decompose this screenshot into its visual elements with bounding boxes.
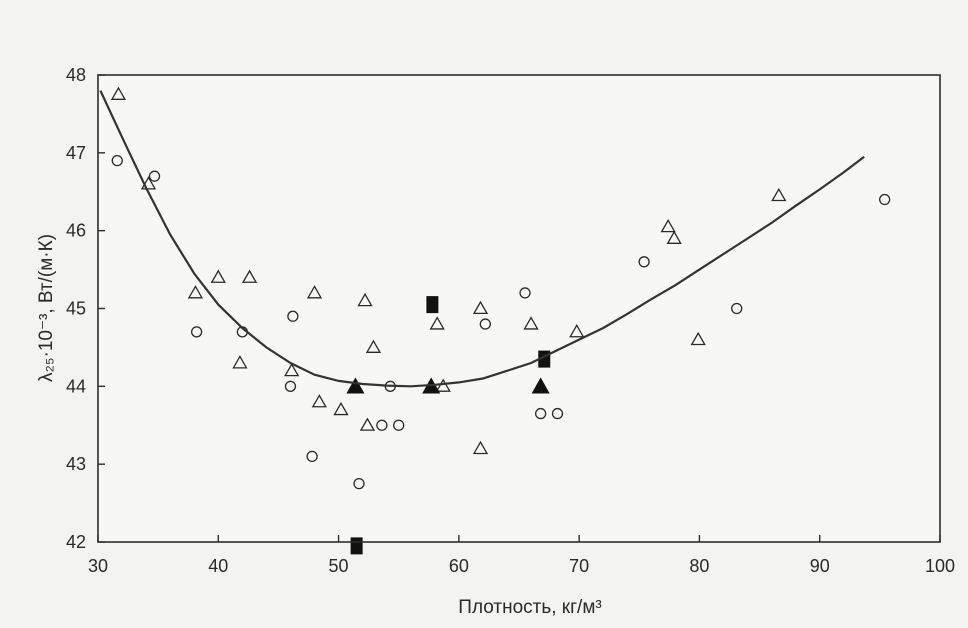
open-triangle-point — [690, 331, 706, 346]
y-tick-label: 43 — [66, 454, 86, 474]
open-triangle-point — [472, 300, 489, 315]
open-triangle-point — [523, 316, 539, 330]
x-tick-label: 80 — [689, 556, 709, 576]
open-circle-point — [148, 170, 161, 182]
open-triangle-point — [284, 362, 300, 377]
x-tick-label: 90 — [810, 556, 830, 576]
open-triangle-point — [187, 285, 204, 299]
open-triangle-point — [666, 230, 682, 244]
open-triangle-point — [306, 285, 323, 299]
x-tick-label: 40 — [208, 556, 228, 576]
open-triangle-point — [140, 176, 157, 190]
y-tick-label: 47 — [66, 143, 86, 163]
open-circle-point — [287, 310, 299, 322]
x-tick-label: 60 — [449, 556, 469, 576]
open-circle-point — [376, 419, 388, 431]
y-tick-label: 42 — [66, 532, 86, 552]
open-triangle-point — [435, 378, 451, 392]
open-triangle-point — [110, 86, 127, 100]
y-axis-ticks: 42 43 44 45 46 47 48 — [66, 65, 105, 552]
open-triangle-point — [429, 316, 445, 330]
open-circle-point — [284, 380, 297, 392]
open-triangle-point — [311, 394, 327, 408]
open-triangle-point — [365, 339, 382, 353]
fit-curve — [99, 90, 865, 388]
x-tick-label: 70 — [569, 556, 589, 576]
open-circle-point — [190, 326, 203, 338]
open-circle-point — [306, 450, 318, 463]
data-marks — [99, 86, 891, 555]
plot-background — [98, 75, 940, 542]
filled-square-point — [350, 537, 363, 555]
open-circle-point — [731, 302, 743, 315]
open-triangle-point — [241, 269, 258, 283]
x-tick-label: 50 — [329, 556, 349, 576]
open-circle-point — [535, 407, 547, 420]
x-axis-title: Плотность, кг/м³ — [458, 597, 601, 618]
open-triangle-point — [210, 269, 226, 283]
x-axis-ticks: 30 40 50 60 70 80 90 100 — [88, 535, 955, 576]
open-triangle-point — [569, 324, 585, 338]
open-triangle-point — [472, 440, 489, 455]
open-circle-point — [479, 318, 491, 330]
open-triangle-point — [333, 401, 349, 416]
y-tick-label: 46 — [66, 221, 86, 241]
y-axis-title: λ₂₅·10⁻³, Вт/(м·К) — [36, 234, 57, 382]
open-triangle-point — [232, 355, 248, 369]
open-triangle-point — [357, 292, 373, 307]
filled-triangle-point — [346, 377, 365, 394]
y-tick-label: 45 — [66, 299, 86, 319]
filled-triangle-point — [531, 377, 550, 394]
x-tick-label: 100 — [925, 556, 955, 576]
open-triangle-point — [660, 218, 676, 233]
open-triangle-point — [359, 417, 376, 431]
open-circle-point — [519, 287, 531, 299]
open-triangle-point — [771, 187, 787, 202]
open-circle-point — [393, 419, 405, 431]
open-circle-point — [879, 193, 891, 206]
open-circle-point — [353, 477, 365, 490]
open-circle-point — [638, 256, 650, 268]
open-circle-point — [111, 154, 123, 167]
y-tick-label: 48 — [66, 65, 86, 85]
filled-square-point — [426, 296, 439, 314]
open-circle-point — [551, 407, 564, 420]
y-tick-label: 44 — [66, 376, 86, 396]
x-tick-label: 30 — [88, 556, 108, 576]
